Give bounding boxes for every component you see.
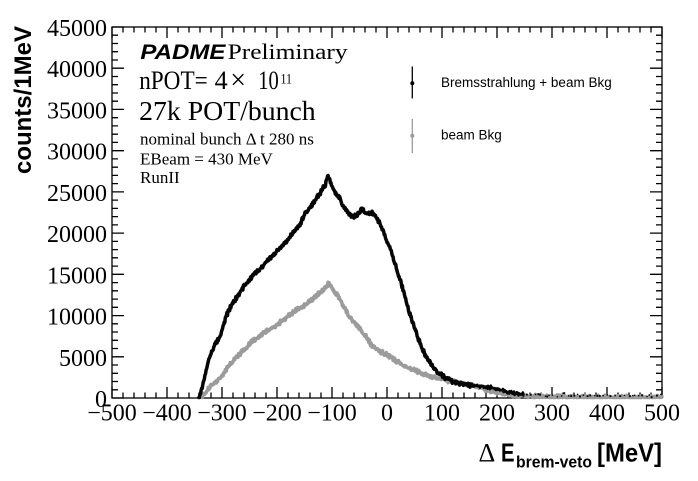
svg-text:0: 0 — [381, 401, 393, 427]
svg-text:20000: 20000 — [47, 222, 107, 248]
svg-text:30000: 30000 — [47, 140, 107, 166]
svg-text:45000: 45000 — [47, 16, 107, 42]
svg-text:beam Bkg: beam Bkg — [441, 128, 502, 143]
svg-text:15000: 15000 — [47, 263, 107, 289]
svg-text:−400: −400 — [142, 401, 192, 427]
svg-text:RunII: RunII — [140, 168, 180, 187]
svg-text:PADME: PADME — [140, 41, 226, 64]
svg-text:100: 100 — [424, 401, 460, 427]
svg-text:35000: 35000 — [47, 98, 107, 124]
svg-text:Bremsstrahlung + beam Bkg: Bremsstrahlung + beam Bkg — [441, 75, 612, 90]
svg-text:27k POT/bunch: 27k POT/bunch — [139, 96, 316, 126]
svg-text:−300: −300 — [197, 401, 247, 427]
svg-text:nominal bunch Δ t 280 ns: nominal bunch Δ t 280 ns — [140, 129, 314, 148]
svg-text:400: 400 — [589, 401, 625, 427]
svg-text:−200: −200 — [252, 401, 302, 427]
svg-text:counts/1MeV: counts/1MeV — [10, 26, 37, 174]
svg-text:EBeam = 430 MeV: EBeam = 430 MeV — [140, 149, 274, 168]
svg-text:5000: 5000 — [59, 346, 107, 372]
svg-text:0: 0 — [95, 387, 107, 413]
svg-text:500: 500 — [644, 401, 680, 427]
svg-text:Preliminary: Preliminary — [228, 39, 348, 64]
svg-text:40000: 40000 — [47, 57, 107, 83]
svg-text:200: 200 — [479, 401, 515, 427]
svg-text:−500: −500 — [87, 401, 137, 427]
svg-text:25000: 25000 — [47, 181, 107, 207]
svg-text:−100: −100 — [307, 401, 357, 427]
svg-text:300: 300 — [534, 401, 570, 427]
svg-text:10000: 10000 — [47, 305, 107, 331]
